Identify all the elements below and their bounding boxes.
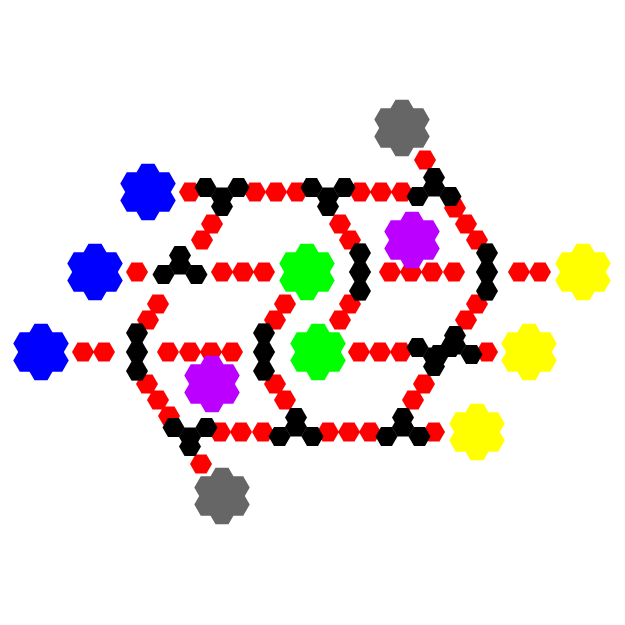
path-cell (390, 342, 412, 362)
junction-cell (268, 427, 291, 447)
junction-cell (195, 417, 218, 437)
junction-cell (408, 427, 431, 447)
junction-cell (476, 281, 498, 301)
path-cell (126, 262, 148, 282)
junction-cell (333, 177, 356, 197)
junction-cell (392, 417, 414, 437)
flower-layer (13, 99, 611, 525)
junction-cell (300, 177, 323, 197)
path-cell (529, 262, 551, 282)
path-cell (147, 294, 169, 314)
junction-cell (476, 262, 498, 282)
path-cell (274, 294, 296, 314)
path-cell (348, 342, 370, 362)
junction-cell (253, 361, 275, 381)
junction-cell (460, 345, 483, 365)
junction-cell (349, 243, 371, 263)
path-cell (230, 422, 252, 442)
yellow-flower (555, 243, 611, 301)
path-cell (508, 262, 530, 282)
path-cell (221, 342, 243, 362)
path-cell (93, 342, 115, 362)
path-cell (359, 422, 381, 442)
path-cell (476, 342, 498, 362)
junction-cell (301, 427, 324, 447)
gray-flower (194, 467, 250, 525)
path-cell (379, 262, 401, 282)
purple-flower (384, 211, 440, 269)
junction-cell (179, 427, 201, 447)
blue-flower (13, 323, 69, 381)
path-cell (414, 150, 436, 170)
yellow-flower (449, 403, 505, 461)
path-cell (329, 214, 351, 234)
path-cell (244, 182, 266, 202)
junction-cell (253, 323, 275, 343)
path-layer (72, 150, 551, 474)
junction-cell (126, 361, 148, 381)
junction-cell (162, 417, 185, 437)
path-cell (157, 342, 179, 362)
junction-cell (185, 265, 208, 285)
junction-cell (427, 345, 450, 365)
path-cell (369, 342, 391, 362)
junction-cell (253, 342, 275, 362)
junction-cell (406, 337, 429, 357)
path-cell (147, 390, 169, 410)
path-cell (329, 310, 351, 330)
junction-cell (375, 427, 398, 447)
junction-cell (444, 335, 466, 355)
junction-cell (439, 187, 462, 207)
path-cell (370, 182, 392, 202)
path-cell (211, 262, 233, 282)
blue-flower (120, 163, 176, 221)
path-cell (455, 214, 477, 234)
junction-cell (227, 177, 250, 197)
path-cell (253, 262, 275, 282)
junction-cell (169, 255, 191, 275)
junction-cell (152, 265, 175, 285)
path-cell (179, 342, 201, 362)
path-cell (421, 262, 443, 282)
path-cell (201, 214, 223, 234)
path-cell (252, 422, 274, 442)
yellow-flower (501, 323, 557, 381)
path-cell (402, 390, 424, 410)
path-cell (413, 374, 435, 394)
path-cell (190, 454, 212, 474)
junction-cell (476, 243, 498, 263)
path-cell (443, 262, 465, 282)
gray-flower (374, 99, 430, 157)
path-cell (455, 310, 477, 330)
junction-cell (406, 187, 429, 207)
blue-flower (67, 243, 123, 301)
path-cell (72, 342, 94, 362)
path-cell (265, 182, 287, 202)
path-cell (274, 390, 296, 410)
junction-cell (211, 187, 233, 207)
junction-cell (349, 281, 371, 301)
path-cell (338, 422, 360, 442)
junction-cell (317, 187, 339, 207)
purple-flower (184, 355, 240, 413)
junction-layer (126, 167, 498, 457)
junction-cell (423, 177, 445, 197)
junction-cell (349, 262, 371, 282)
junction-cell (194, 177, 217, 197)
path-cell (232, 262, 254, 282)
junction-cell (285, 417, 307, 437)
junction-cell (126, 342, 148, 362)
green-flower (279, 243, 335, 301)
green-flower (290, 323, 346, 381)
junction-cell (126, 323, 148, 343)
path-cell (191, 230, 213, 250)
